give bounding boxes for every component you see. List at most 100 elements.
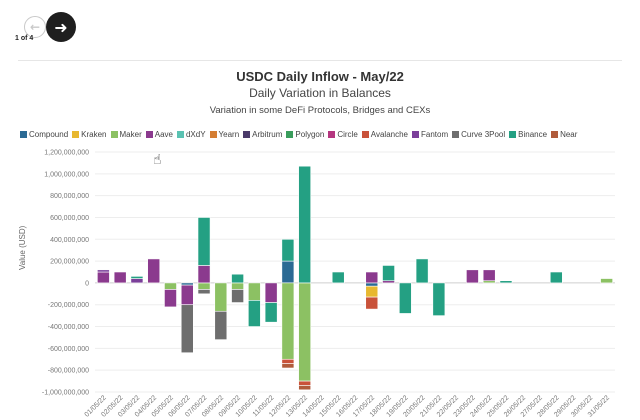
previous-arrow-icon[interactable]: ← bbox=[24, 16, 46, 38]
y-tick-label: 400,000,000 bbox=[50, 237, 89, 244]
y-tick-label: -800,000,000 bbox=[48, 368, 89, 375]
legend-item[interactable]: Aave bbox=[145, 130, 173, 139]
legend-swatch bbox=[551, 131, 559, 138]
legend-item[interactable]: Maker bbox=[110, 130, 142, 139]
bar-segment[interactable] bbox=[147, 258, 161, 284]
bar-segment[interactable] bbox=[365, 296, 379, 310]
bar-segment[interactable] bbox=[298, 282, 312, 382]
y-tick-label: 600,000,000 bbox=[50, 215, 89, 222]
bar-segment[interactable] bbox=[164, 289, 177, 308]
bar-segment[interactable] bbox=[298, 165, 312, 284]
next-arrow-icon[interactable]: ➜ bbox=[46, 12, 76, 42]
y-tick-label: 0 bbox=[85, 280, 89, 287]
bar-segment[interactable] bbox=[549, 271, 563, 284]
bar-segment[interactable] bbox=[197, 282, 211, 290]
bar-segment[interactable] bbox=[281, 260, 295, 284]
bar-segment[interactable] bbox=[365, 282, 379, 287]
legend-label: Circle bbox=[337, 130, 358, 139]
chart-header: USDC Daily Inflow - May/22 Daily Variati… bbox=[0, 68, 640, 118]
bar-segment[interactable] bbox=[214, 310, 228, 340]
y-axis-label: Value (USD) bbox=[18, 225, 27, 270]
bar-segment[interactable] bbox=[466, 269, 479, 284]
legend-label: Avalanche bbox=[370, 130, 408, 139]
divider bbox=[18, 60, 622, 61]
bar-segment[interactable] bbox=[382, 265, 395, 282]
bar-segment[interactable] bbox=[180, 304, 194, 354]
bar-segment[interactable] bbox=[197, 217, 211, 266]
bar-segment[interactable] bbox=[281, 238, 295, 262]
bar-segment[interactable] bbox=[415, 258, 429, 284]
bar-segment[interactable] bbox=[298, 385, 312, 391]
bar-segment[interactable] bbox=[113, 271, 127, 284]
bar-segment[interactable] bbox=[499, 280, 513, 284]
bar-segment[interactable] bbox=[600, 278, 613, 284]
bar-segment[interactable] bbox=[164, 282, 177, 290]
legend-label: Curve 3Pool bbox=[461, 130, 506, 139]
bar-segment[interactable] bbox=[180, 282, 194, 286]
bar-segment[interactable] bbox=[281, 358, 295, 364]
legend-swatch bbox=[20, 131, 27, 138]
y-tick-label: -1,000,000,000 bbox=[42, 390, 89, 397]
legend-label: Compound bbox=[29, 130, 69, 139]
legend-item[interactable]: Avalanche bbox=[361, 130, 408, 139]
legend-swatch bbox=[110, 131, 118, 138]
legend-swatch bbox=[361, 131, 369, 138]
bar-segment[interactable] bbox=[214, 282, 228, 312]
chart-caption: Variation in some DeFi Protocols, Bridge… bbox=[209, 105, 431, 116]
bar-segment[interactable] bbox=[197, 289, 211, 295]
legend-label: Kraken bbox=[81, 130, 107, 139]
bar-segment[interactable] bbox=[264, 302, 278, 323]
y-tick-label: -200,000,000 bbox=[48, 302, 89, 309]
legend-item[interactable]: Circle bbox=[328, 130, 358, 139]
bar-segment[interactable] bbox=[298, 380, 312, 386]
legend-item[interactable]: Arbitrum bbox=[243, 130, 282, 139]
legend-swatch bbox=[286, 131, 294, 138]
bar-segment[interactable] bbox=[398, 282, 412, 314]
legend-swatch bbox=[243, 131, 251, 138]
legend-swatch bbox=[209, 131, 217, 138]
bar-segment[interactable] bbox=[231, 282, 244, 290]
legend-item[interactable]: Fantom bbox=[412, 130, 448, 139]
legend-item[interactable]: Yearn bbox=[209, 130, 239, 139]
bar-segment[interactable] bbox=[97, 271, 110, 284]
legend-swatch bbox=[452, 131, 460, 138]
legend-item[interactable]: Polygon bbox=[286, 130, 324, 139]
bar-segment[interactable] bbox=[281, 282, 295, 360]
legend-label: Polygon bbox=[295, 130, 325, 139]
legend-item[interactable]: Kraken bbox=[72, 130, 107, 139]
legend-swatch bbox=[509, 131, 517, 138]
bar-segment[interactable] bbox=[231, 289, 244, 303]
bar-segment[interactable] bbox=[365, 285, 379, 298]
legend-swatch bbox=[72, 131, 80, 138]
legend-item[interactable]: Compound bbox=[20, 130, 68, 139]
bar-segment[interactable] bbox=[130, 278, 144, 284]
legend-item[interactable]: dXdY bbox=[176, 130, 206, 139]
legend-label: Fantom bbox=[421, 130, 449, 139]
bar-segment[interactable] bbox=[365, 271, 379, 284]
legend-item[interactable]: Binance bbox=[509, 130, 547, 139]
legend-swatch bbox=[176, 131, 184, 138]
legend-item[interactable]: Curve 3Pool bbox=[452, 130, 505, 139]
bar-segment[interactable] bbox=[432, 282, 446, 316]
bar-segment[interactable] bbox=[248, 300, 261, 327]
bar-segment[interactable] bbox=[130, 276, 144, 279]
y-tick-label: 800,000,000 bbox=[50, 193, 89, 200]
bar-segment[interactable] bbox=[248, 282, 261, 301]
bar-segment[interactable] bbox=[180, 284, 194, 306]
legend-item[interactable]: Near bbox=[551, 130, 577, 139]
legend-label: Binance bbox=[518, 130, 548, 139]
bar-segment[interactable] bbox=[482, 280, 496, 284]
bar-segment[interactable] bbox=[331, 271, 345, 284]
bar-segment[interactable] bbox=[281, 363, 295, 369]
page-indicator: 1 of 4 bbox=[15, 35, 34, 42]
bar-segment[interactable] bbox=[97, 269, 110, 273]
bar-segment[interactable] bbox=[482, 269, 496, 282]
bar-segment[interactable] bbox=[264, 282, 278, 303]
y-tick-label: 200,000,000 bbox=[50, 259, 89, 266]
bar-segment[interactable] bbox=[197, 265, 211, 284]
bar-segment[interactable] bbox=[231, 273, 244, 284]
y-tick-label: -400,000,000 bbox=[48, 324, 89, 331]
slide-navigation: ← ➜ bbox=[22, 12, 142, 56]
bar-segment[interactable] bbox=[382, 280, 395, 284]
